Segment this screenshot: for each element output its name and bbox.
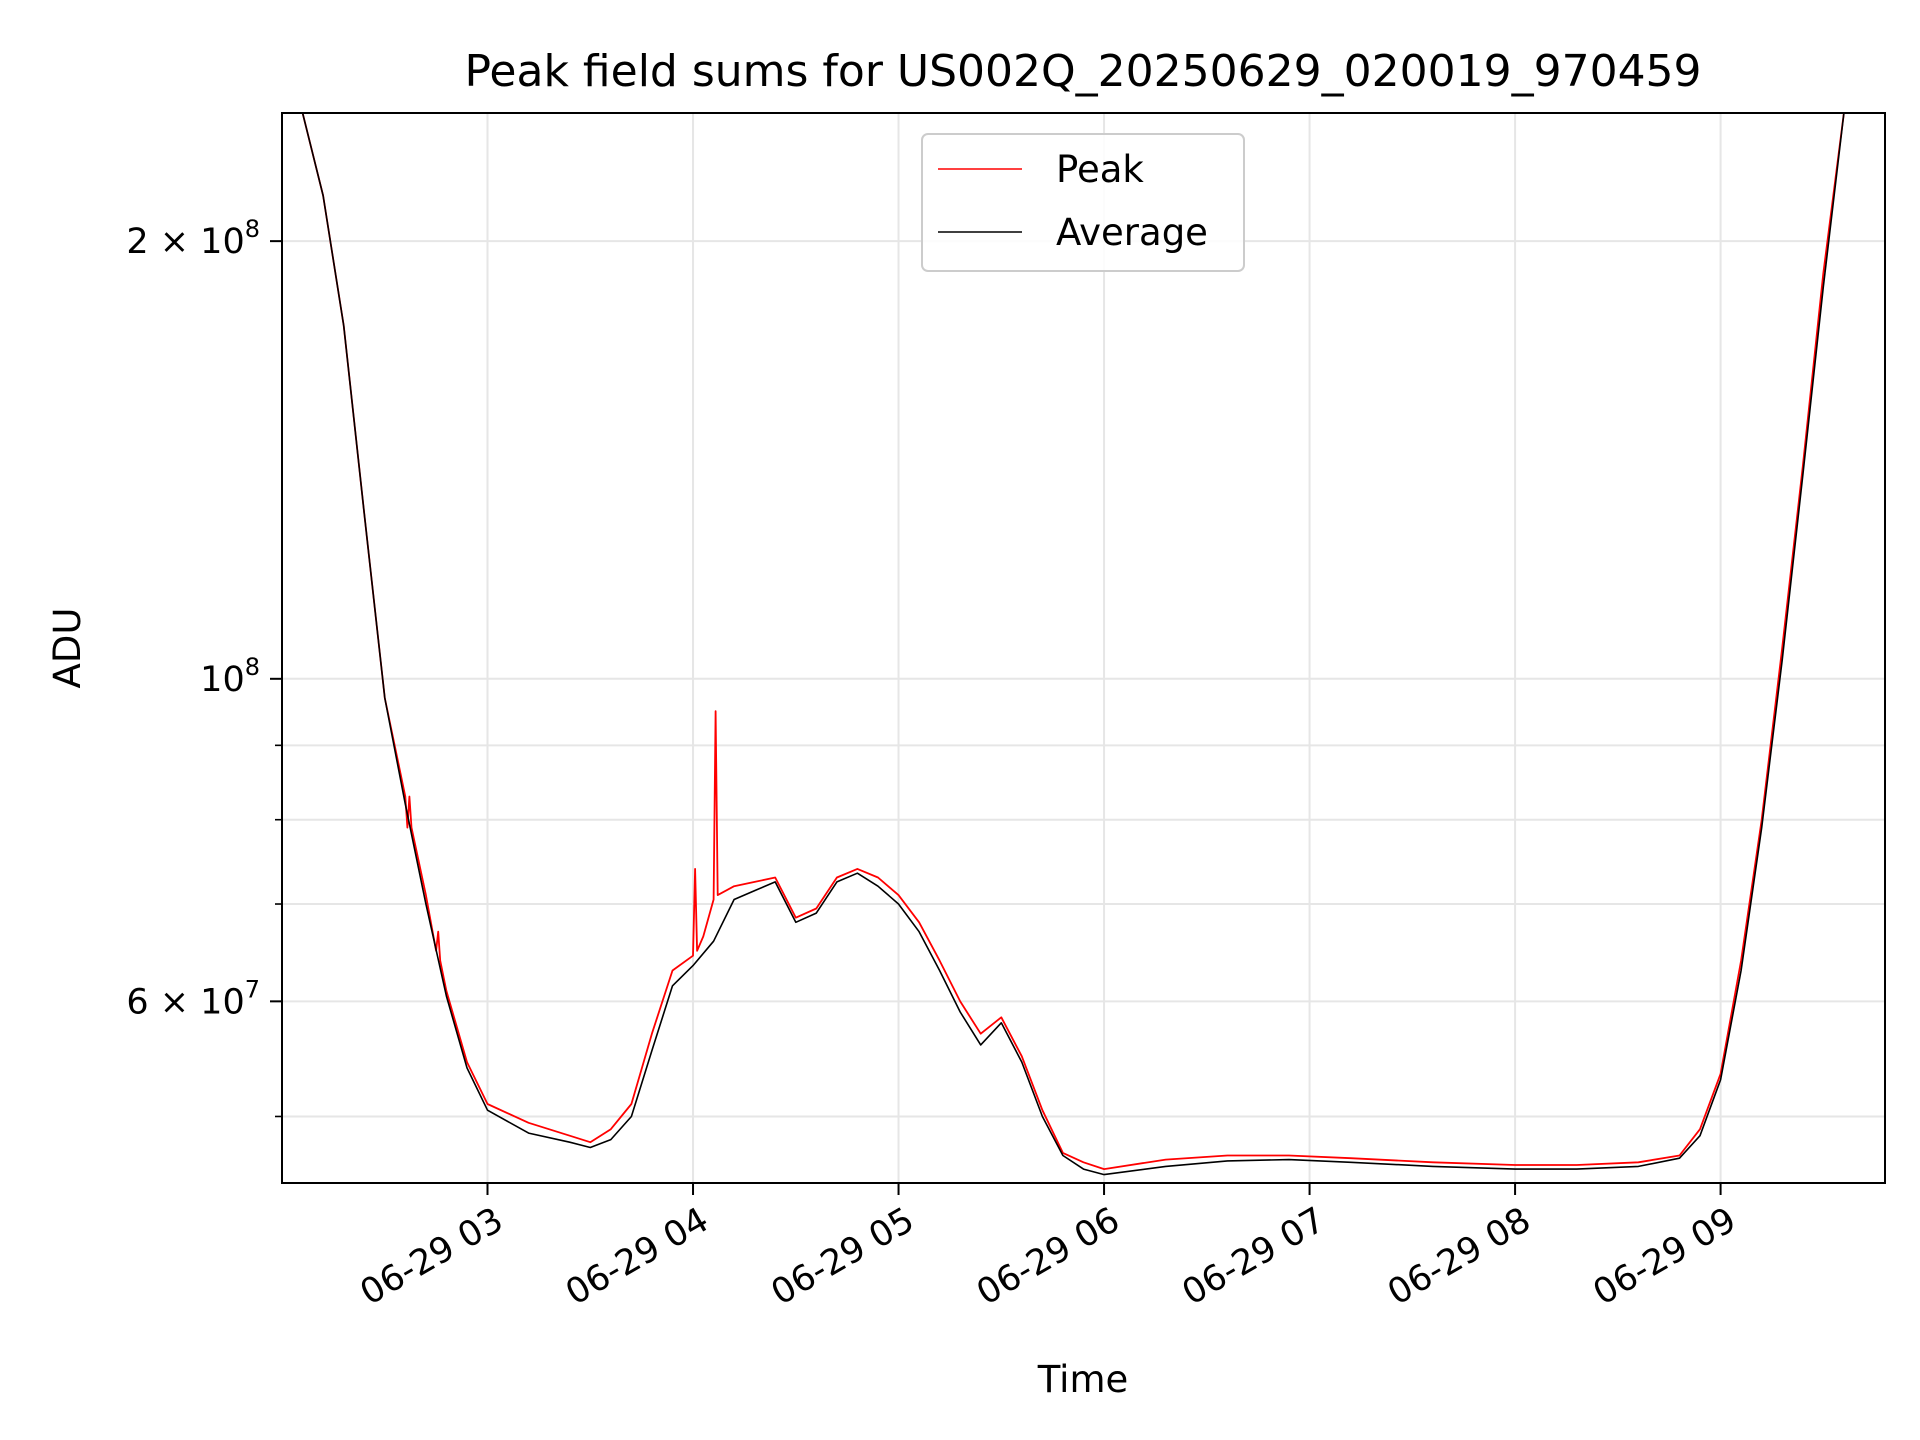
x-axis-label: Time	[1037, 1358, 1129, 1401]
y-tick-exponent: 8	[245, 215, 260, 243]
chart-title: Peak field sums for US002Q_20250629_0200…	[464, 46, 1701, 97]
plot-series	[282, 112, 1885, 1176]
legend: Peak Average	[921, 133, 1245, 272]
legend-average-label: Average	[1056, 211, 1208, 254]
y-tick-label: 2 × 108	[126, 215, 260, 262]
plot-frame	[281, 112, 1886, 1184]
series-line-average	[282, 112, 1885, 1176]
y-tick-exponent: 7	[245, 975, 260, 1003]
legend-peak-label: Peak	[1056, 148, 1144, 191]
y-axis-label: ADU	[46, 608, 89, 689]
series-line-peak	[282, 112, 1885, 1170]
y-tick-exponent: 8	[245, 653, 260, 681]
y-tick-label: 6 × 107	[126, 975, 260, 1022]
